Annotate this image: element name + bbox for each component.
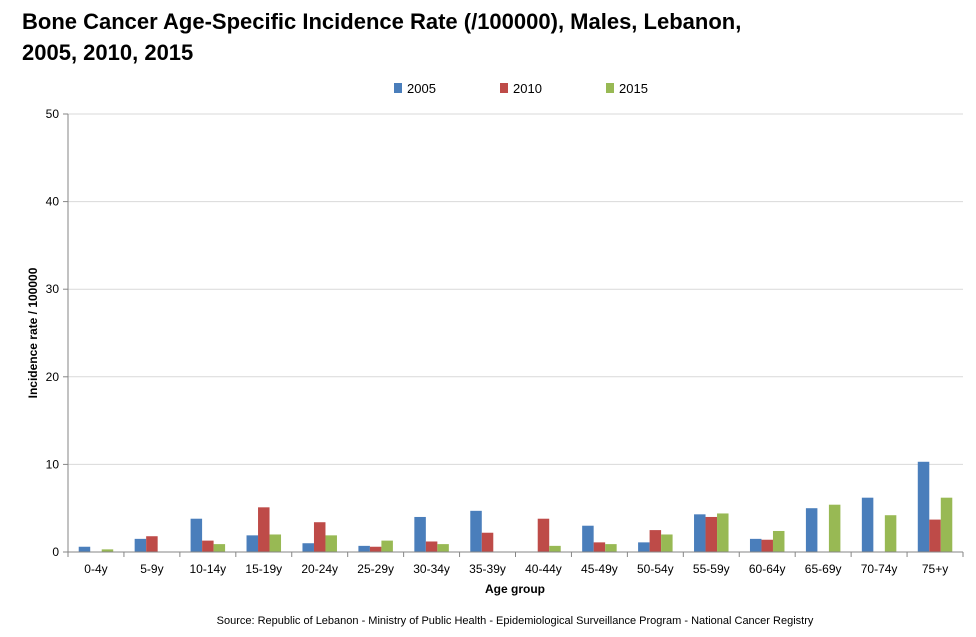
x-tick-label: 60-64y	[749, 562, 786, 576]
y-tick-label: 10	[46, 457, 60, 471]
x-tick-label: 30-34y	[413, 562, 450, 576]
bar-2005-60-64y	[749, 538, 762, 552]
bar-2010-50-54y	[649, 530, 662, 552]
y-tick-label: 40	[46, 195, 60, 209]
bars	[78, 461, 953, 552]
x-tick-label: 25-29y	[357, 562, 394, 576]
bar-2005-30-34y	[414, 516, 426, 552]
bar-2015-25-29y	[381, 540, 393, 552]
bar-2010-40-44y	[537, 518, 550, 552]
bar-2015-60-64y	[772, 530, 785, 552]
bar-2015-15-19y	[269, 534, 282, 552]
x-tick-label: 45-49y	[581, 562, 618, 576]
x-tick-label: 15-19y	[245, 562, 282, 576]
bar-2015-45-49y	[605, 544, 617, 552]
grid-lines	[68, 113, 963, 465]
bar-2015-65-69y	[828, 504, 841, 552]
legend-label-2005: 2005	[407, 81, 436, 96]
bar-2010-20-24y	[313, 522, 326, 552]
bar-2015-30-34y	[437, 544, 449, 552]
bar-2005-35-39y	[470, 510, 482, 552]
legend: 2005 2010 2015	[394, 81, 648, 96]
chart-title: Bone Cancer Age-Specific Incidence Rate …	[22, 9, 742, 65]
y-tick-label: 50	[46, 107, 60, 121]
bar-2005-50-54y	[638, 542, 650, 552]
legend-swatch-2010	[500, 83, 508, 93]
bar-2010-75+y	[929, 519, 941, 552]
x-tick-label: 5-9y	[140, 562, 163, 576]
bar-2015-20-24y	[325, 535, 337, 552]
bar-2015-0-4y	[101, 549, 114, 552]
bar-2005-5-9y	[134, 538, 147, 552]
y-tick-label: 30	[46, 282, 60, 296]
bar-2010-60-64y	[761, 539, 773, 552]
bar-2010-55-59y	[705, 516, 718, 552]
bar-2005-0-4y	[78, 546, 91, 552]
x-tick-label: 55-59y	[693, 562, 730, 576]
bar-2005-15-19y	[246, 535, 259, 552]
x-tick-label: 50-54y	[637, 562, 674, 576]
bar-2010-35-39y	[481, 532, 494, 552]
legend-swatch-2015	[606, 83, 614, 93]
x-tick-label: 75+y	[922, 562, 948, 576]
x-tick-label: 70-74y	[861, 562, 898, 576]
bar-2015-10-14y	[213, 544, 226, 552]
bar-2010-25-29y	[369, 546, 382, 552]
bar-2015-55-59y	[717, 513, 729, 552]
bar-2010-30-34y	[425, 541, 438, 552]
source-note: Source: Republic of Lebanon - Ministry o…	[217, 615, 814, 627]
bar-2005-70-74y	[861, 497, 874, 552]
axes	[67, 114, 963, 553]
bar-2015-70-74y	[884, 515, 897, 552]
bar-2005-65-69y	[805, 508, 818, 552]
legend-label-2010: 2010	[513, 81, 542, 96]
bar-2015-50-54y	[661, 534, 673, 552]
bar-2015-75+y	[940, 497, 953, 552]
x-tick-label: 0-4y	[84, 562, 107, 576]
legend-swatch-2005	[394, 83, 402, 93]
x-tick-label: 40-44y	[525, 562, 562, 576]
y-tick-label: 20	[46, 370, 60, 384]
x-tick-label: 35-39y	[469, 562, 506, 576]
legend-label-2015: 2015	[619, 81, 648, 96]
y-tick-label: 0	[52, 545, 59, 559]
x-tick-label: 20-24y	[301, 562, 338, 576]
y-axis-title: Incidence rate / 100000	[26, 267, 40, 398]
bar-2005-20-24y	[302, 543, 314, 552]
bar-2005-25-29y	[358, 545, 370, 552]
bar-2010-10-14y	[202, 540, 214, 552]
bar-2005-75+y	[917, 461, 930, 552]
bar-2010-5-9y	[146, 536, 158, 552]
x-tick-labels: 0-4y 5-9y 10-14y 15-19y 20-24y 25-29y 30-34y 35…	[67, 552, 964, 576]
bar-2015-40-44y	[549, 545, 561, 552]
bar-2010-15-19y	[258, 507, 270, 552]
x-axis-title: Age group	[485, 582, 545, 596]
bar-2005-55-59y	[694, 514, 706, 552]
bar-2010-45-49y	[593, 542, 606, 552]
x-tick-label: 10-14y	[189, 562, 226, 576]
bar-2005-10-14y	[190, 518, 203, 552]
bar-2005-45-49y	[582, 525, 594, 552]
x-tick-label: 65-69y	[805, 562, 842, 576]
y-tick-labels: 0 10 20 30 40 50	[46, 107, 68, 559]
